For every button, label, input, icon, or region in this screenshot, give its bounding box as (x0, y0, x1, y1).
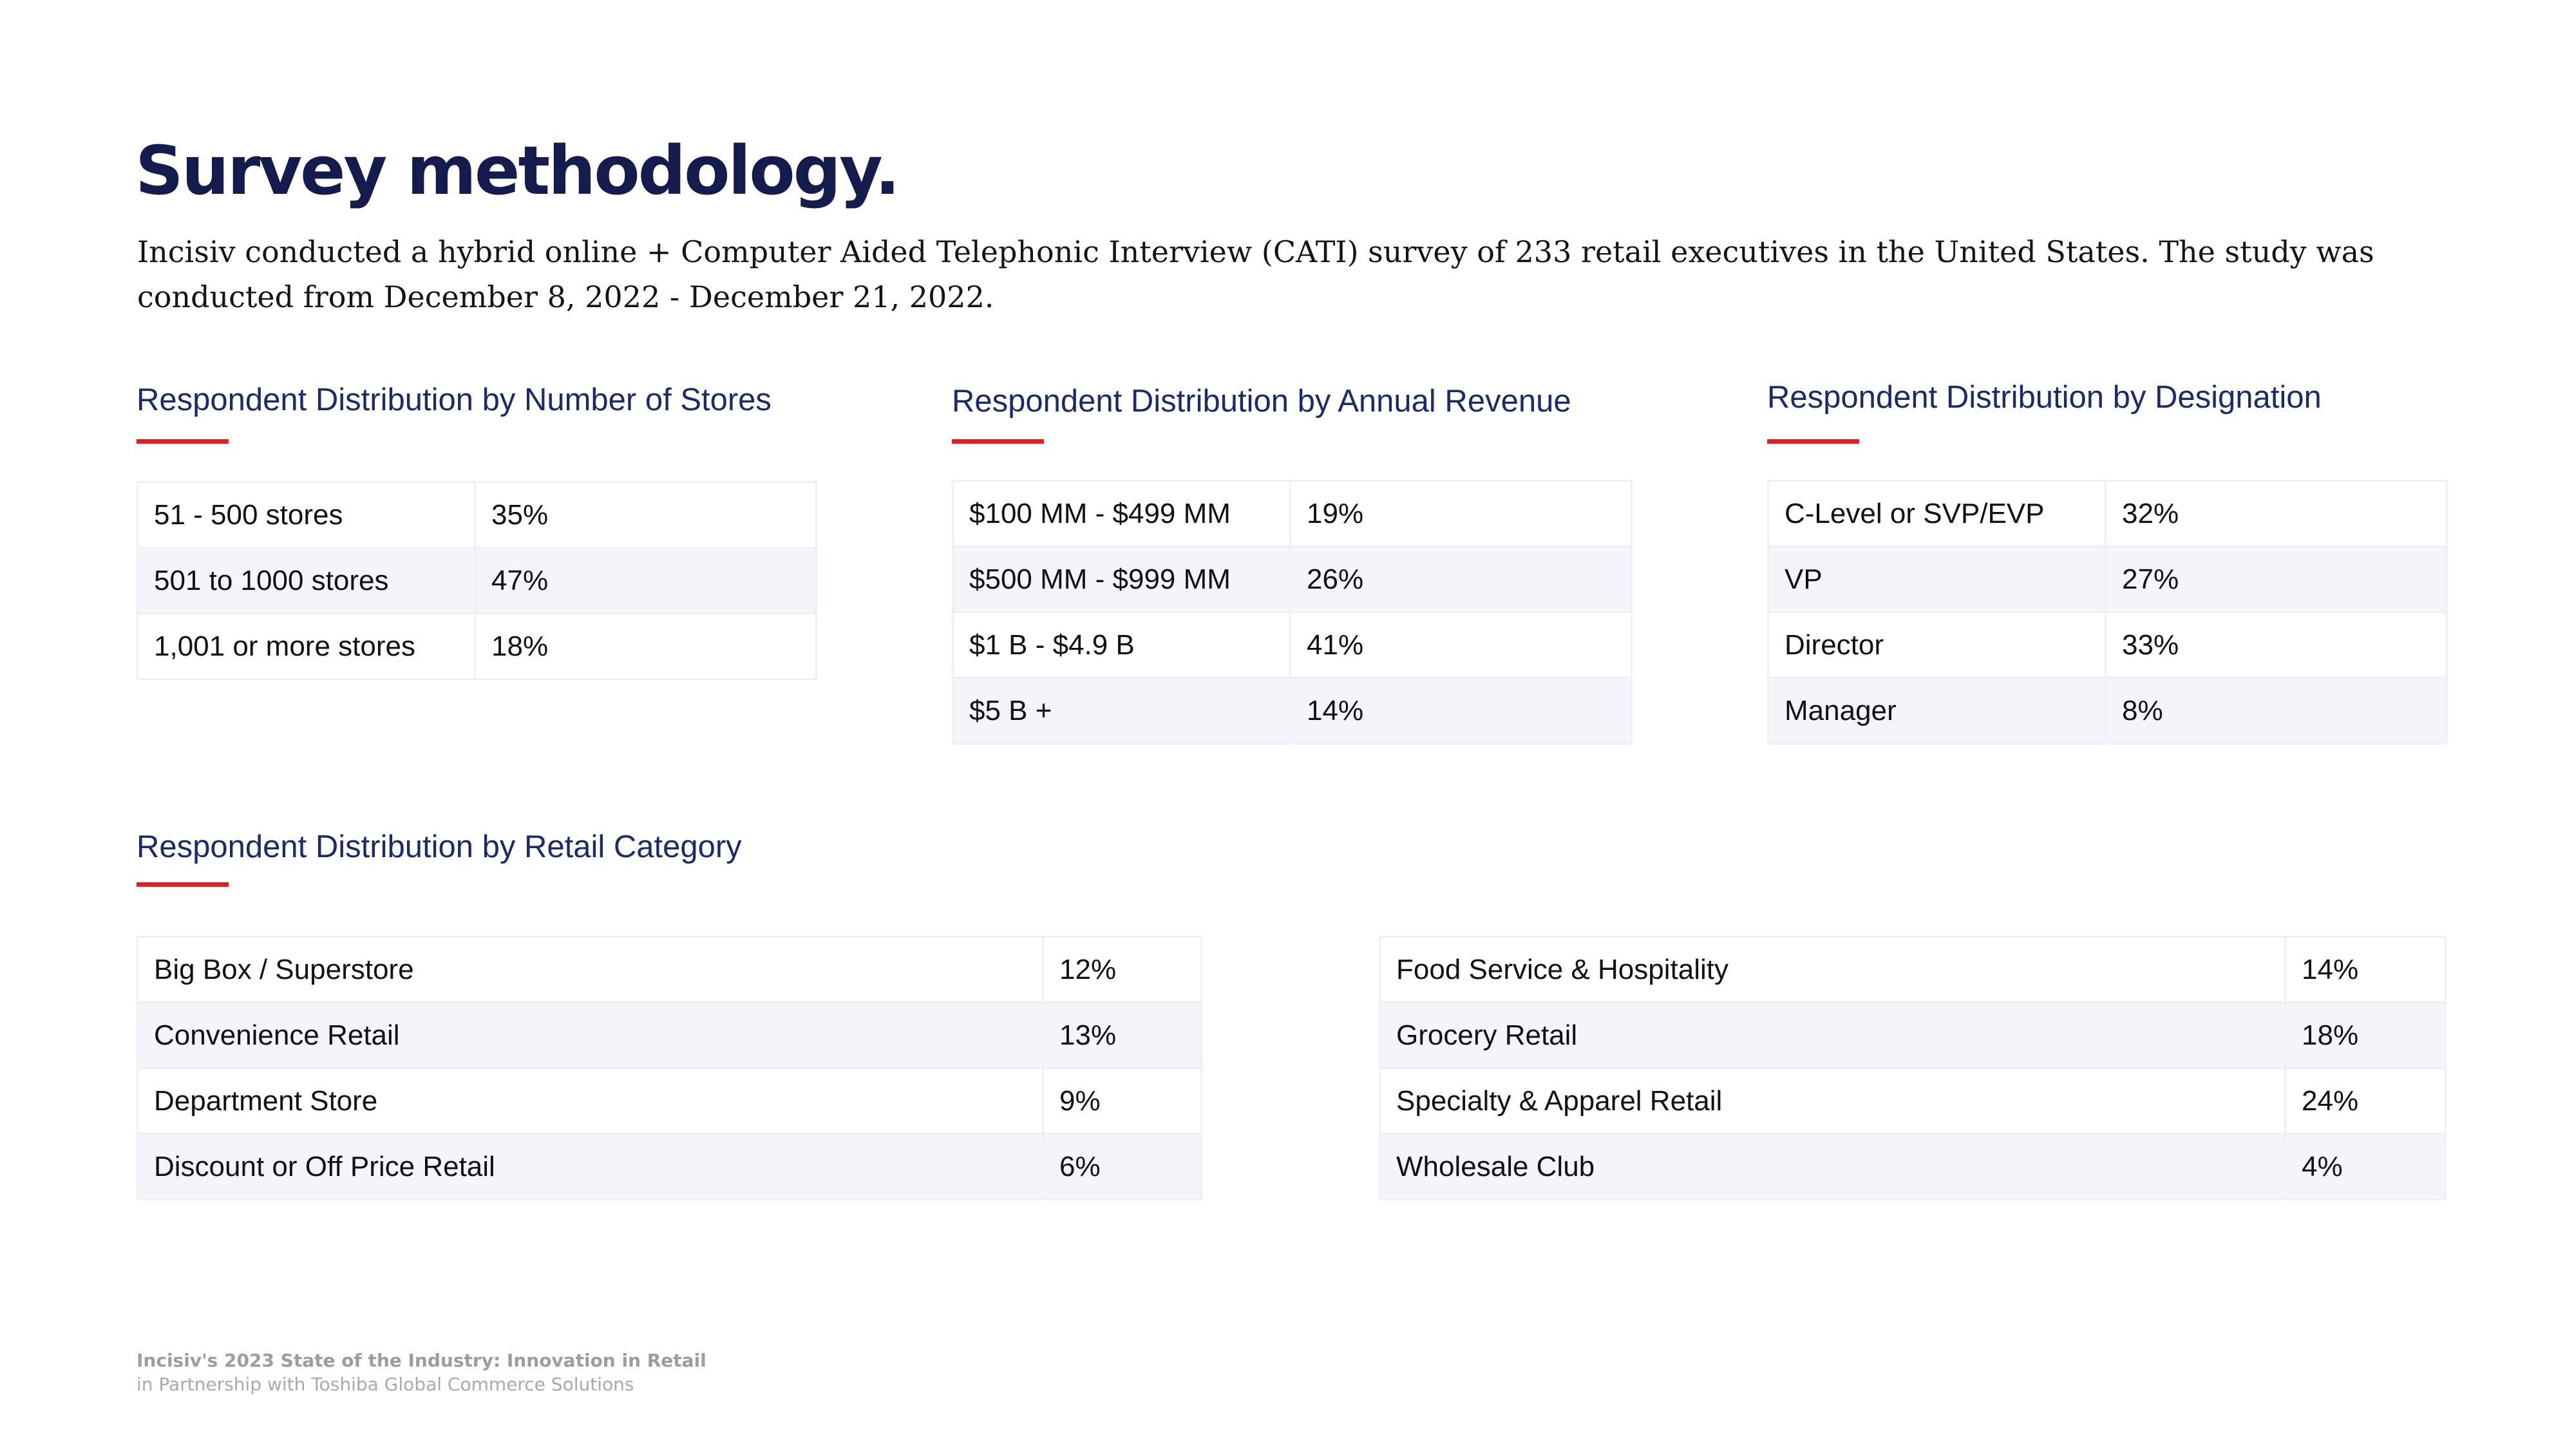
row-value: 18% (2284, 1001, 2447, 1069)
row-label: $1 B - $4.9 B (952, 611, 1291, 679)
revenue-table: $100 MM - $499 MM 19% $500 MM - $999 MM … (952, 480, 1633, 744)
table-row: 501 to 1000 stores 47% (137, 547, 817, 614)
row-value: 19% (1289, 480, 1633, 547)
table-row: Specialty & Apparel Retail 24% (1379, 1067, 2447, 1135)
stores-table: 51 - 500 stores 35% 501 to 1000 stores 4… (137, 481, 817, 680)
row-label: 51 - 500 stores (137, 481, 476, 549)
row-label: Director (1767, 611, 2107, 679)
table-row: Wholesale Club 4% (1379, 1133, 2447, 1200)
row-value: 32% (2105, 480, 2448, 547)
row-label: 501 to 1000 stores (137, 547, 476, 614)
row-label: Specialty & Apparel Retail (1379, 1067, 2286, 1135)
row-value: 27% (2105, 545, 2448, 613)
row-label: Convenience Retail (137, 1001, 1044, 1069)
row-value: 41% (1289, 611, 1633, 679)
table-row: 1,001 or more stores 18% (137, 612, 817, 680)
row-label: Manager (1767, 677, 2107, 744)
intro-paragraph: Incisiv conducted a hybrid online + Comp… (137, 234, 2374, 314)
table-row: 51 - 500 stores 35% (137, 481, 817, 549)
table-row: Department Store 9% (137, 1067, 1202, 1135)
row-value: 33% (2105, 611, 2448, 679)
designation-table: C-Level or SVP/EVP 32% VP 27% Director 3… (1767, 480, 2448, 744)
row-value: 14% (1289, 677, 1633, 744)
table-row: Director 33% (1767, 611, 2448, 679)
row-label: 1,001 or more stores (137, 612, 476, 680)
row-value: 6% (1042, 1133, 1202, 1200)
retail-category-heading: Respondent Distribution by Retail Catego… (137, 829, 742, 864)
row-label: Food Service & Hospitality (1379, 936, 2286, 1003)
table-row: VP 27% (1767, 545, 2448, 613)
row-label: $100 MM - $499 MM (952, 480, 1291, 547)
designation-heading-underline (1767, 439, 1859, 444)
row-label: VP (1767, 545, 2107, 613)
designation-heading: Respondent Distribution by Designation (1767, 380, 2322, 415)
revenue-heading: Respondent Distribution by Annual Revenu… (952, 384, 1571, 419)
table-row: $100 MM - $499 MM 19% (952, 480, 1633, 547)
row-value: 24% (2284, 1067, 2447, 1135)
row-label: $5 B + (952, 677, 1291, 744)
row-value: 4% (2284, 1133, 2447, 1200)
row-value: 12% (1042, 936, 1202, 1003)
row-value: 14% (2284, 936, 2447, 1003)
table-row: C-Level or SVP/EVP 32% (1767, 480, 2448, 547)
row-label: C-Level or SVP/EVP (1767, 480, 2107, 547)
row-value: 26% (1289, 545, 1633, 613)
row-label: Department Store (137, 1067, 1044, 1135)
stores-heading-underline (137, 439, 229, 444)
table-row: Big Box / Superstore 12% (137, 936, 1202, 1003)
row-value: 13% (1042, 1001, 1202, 1069)
table-row: Convenience Retail 13% (137, 1001, 1202, 1069)
footer-report-title: Incisiv's 2023 State of the Industry: In… (137, 1350, 706, 1371)
table-row: Discount or Off Price Retail 6% (137, 1133, 1202, 1200)
retail-category-table-left: Big Box / Superstore 12% Convenience Ret… (137, 936, 1202, 1200)
retail-category-heading-underline (137, 882, 229, 887)
row-label: Grocery Retail (1379, 1001, 2286, 1069)
retail-category-table-right: Food Service & Hospitality 14% Grocery R… (1379, 936, 2447, 1200)
row-value: 8% (2105, 677, 2448, 744)
revenue-heading-underline (952, 439, 1044, 444)
table-row: Grocery Retail 18% (1379, 1001, 2447, 1069)
table-row: Food Service & Hospitality 14% (1379, 936, 2447, 1003)
page-title: Survey methodology. (135, 131, 900, 210)
table-row: $5 B + 14% (952, 677, 1633, 744)
stores-heading: Respondent Distribution by Number of Sto… (137, 383, 772, 417)
row-value: 18% (474, 612, 817, 680)
row-value: 47% (474, 547, 817, 614)
table-row: $1 B - $4.9 B 41% (952, 611, 1633, 679)
row-label: Wholesale Club (1379, 1133, 2286, 1200)
row-label: $500 MM - $999 MM (952, 545, 1291, 613)
row-label: Big Box / Superstore (137, 936, 1044, 1003)
row-value: 35% (474, 481, 817, 549)
footer-partnership: in Partnership with Toshiba Global Comme… (137, 1374, 634, 1395)
row-label: Discount or Off Price Retail (137, 1133, 1044, 1200)
table-row: $500 MM - $999 MM 26% (952, 545, 1633, 613)
row-value: 9% (1042, 1067, 1202, 1135)
table-row: Manager 8% (1767, 677, 2448, 744)
